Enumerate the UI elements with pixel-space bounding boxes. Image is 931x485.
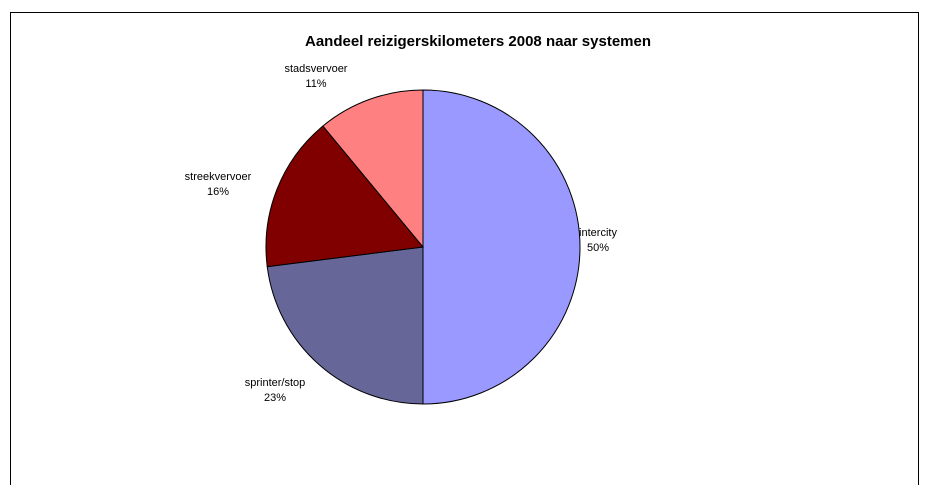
slice-label: streekvervoer [185, 171, 252, 183]
slice-labels: intercity 50% sprinter/stop 23% streekvervoe… [185, 63, 618, 404]
slice-value-label: 50% [587, 242, 609, 254]
slice-value-label: 11% [305, 78, 326, 90]
pie-slice-intercity [422, 89, 581, 405]
pie-slice-sprinter-stop [266, 246, 424, 405]
chart-title: Aandeel reizigerskilometers 2008 naar sy… [305, 33, 651, 50]
slice-value-label: 23% [264, 392, 286, 404]
pie-slice-streekvervoer [265, 125, 424, 268]
pie-slices [265, 89, 581, 405]
pie-slice-stadsvervoer [322, 89, 424, 249]
slice-label: sprinter/stop [245, 377, 306, 389]
slice-value-label: 16% [207, 186, 229, 198]
slice-label: stadsvervoer [285, 63, 348, 75]
slice-label: intercity [579, 227, 617, 239]
